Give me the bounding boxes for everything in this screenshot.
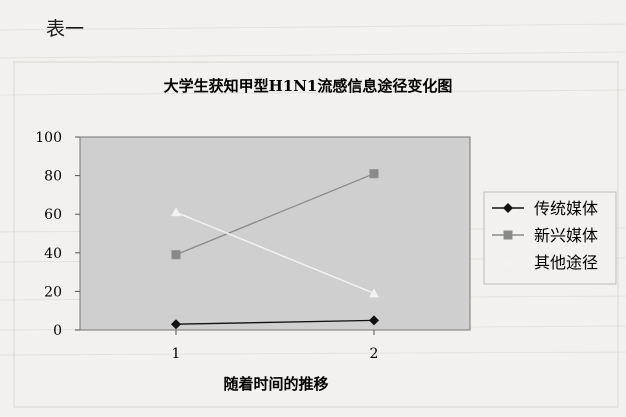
y-tick-label: 20 bbox=[44, 284, 62, 300]
legend-marker bbox=[503, 257, 513, 266]
series-layer bbox=[171, 169, 379, 330]
y-tick-label: 80 bbox=[44, 169, 62, 185]
series-line bbox=[175, 319, 375, 325]
table-label: 表一 bbox=[46, 18, 85, 40]
y-tick-label: 60 bbox=[44, 207, 62, 223]
y-axis: 0 20 40 60 80 100 bbox=[35, 130, 80, 339]
y-tick-label: 0 bbox=[53, 323, 62, 339]
y-tick-label: 40 bbox=[44, 246, 62, 262]
data-point bbox=[369, 315, 379, 326]
y-tick-label: 100 bbox=[35, 130, 62, 146]
chart-title: 大学生获知甲型H1N1流感信息途径变化图 bbox=[164, 77, 453, 95]
x-tick-label: 1 bbox=[172, 346, 181, 362]
series-line bbox=[175, 211, 375, 295]
data-point bbox=[369, 169, 379, 179]
x-axis-label: 随着时间的推移 bbox=[223, 375, 328, 393]
data-point bbox=[171, 250, 181, 260]
legend-label: 新兴媒体 bbox=[534, 226, 598, 245]
x-tick-label: 2 bbox=[370, 346, 379, 362]
data-point bbox=[369, 288, 379, 298]
chart-frame bbox=[13, 61, 619, 408]
plot-area bbox=[79, 136, 471, 331]
legend-marker bbox=[503, 203, 513, 213]
legend-label: 传统媒体 bbox=[534, 199, 598, 218]
data-point bbox=[171, 319, 181, 330]
legend-label: 其他途径 bbox=[534, 253, 598, 272]
data-point bbox=[171, 207, 181, 217]
series-line bbox=[175, 173, 375, 256]
legend-marker bbox=[503, 230, 513, 240]
